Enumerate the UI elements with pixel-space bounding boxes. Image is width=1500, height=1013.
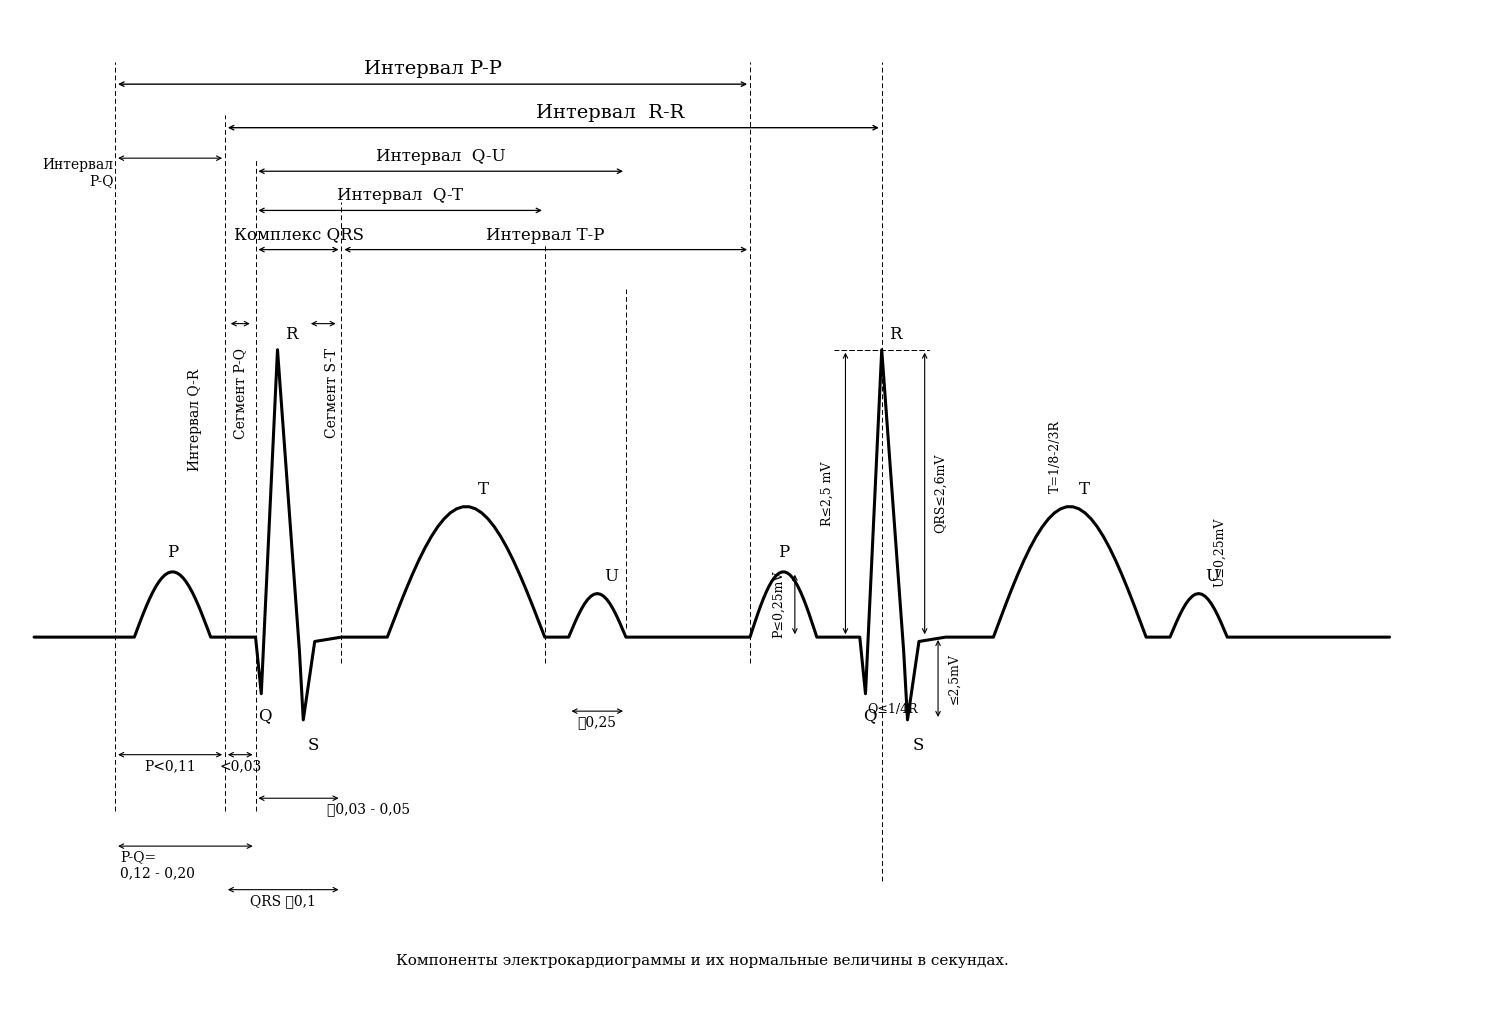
Text: <0,03: <0,03 — [219, 759, 261, 773]
Text: ≦0,03 - 0,05: ≦0,03 - 0,05 — [327, 802, 411, 816]
Text: U: U — [1206, 568, 1219, 585]
Text: Интервал  Q-U: Интервал Q-U — [376, 148, 506, 165]
Text: R≤2,5 mV: R≤2,5 mV — [821, 461, 834, 526]
Text: Интервал  R-R: Интервал R-R — [537, 103, 686, 122]
Text: S: S — [308, 737, 320, 755]
Text: P: P — [778, 544, 789, 561]
Text: P: P — [166, 544, 178, 561]
Text: P≤0,25mV: P≤0,25mV — [772, 570, 786, 638]
Text: ≦0,25: ≦0,25 — [578, 715, 616, 729]
Text: Интервал P-P: Интервал P-P — [363, 60, 501, 78]
Text: T: T — [478, 481, 489, 497]
Text: Компоненты электрокардиограммы и их нормальные величины в секундах.: Компоненты электрокардиограммы и их норм… — [396, 954, 1008, 968]
Text: Комплекс QRS: Комплекс QRS — [234, 227, 363, 243]
Text: ≤2,5mV: ≤2,5mV — [948, 653, 960, 704]
Text: P-Q=
0,12 - 0,20: P-Q= 0,12 - 0,20 — [120, 851, 195, 880]
Text: T: T — [1080, 481, 1090, 497]
Text: QRS≤2,6mV: QRS≤2,6mV — [934, 454, 946, 533]
Text: R: R — [890, 326, 902, 342]
Text: Q≤1/4R: Q≤1/4R — [867, 702, 918, 715]
Text: Сегмент S-T: Сегмент S-T — [326, 348, 339, 439]
Text: R: R — [285, 326, 297, 342]
Text: Сегмент P-Q: Сегмент P-Q — [234, 347, 248, 439]
Text: Интервал  Q-T: Интервал Q-T — [338, 187, 464, 205]
Text: QRS ≦0,1: QRS ≦0,1 — [251, 894, 316, 908]
Text: Интервал Т-Р: Интервал Т-Р — [486, 227, 604, 243]
Text: T=1/8-2/3R: T=1/8-2/3R — [1048, 420, 1062, 493]
Text: Интервал
P-Q: Интервал P-Q — [42, 158, 114, 188]
Text: Интервал Q-R: Интервал Q-R — [188, 369, 202, 471]
Text: U: U — [604, 568, 618, 585]
Text: S: S — [912, 737, 924, 755]
Text: Q: Q — [862, 707, 876, 724]
Text: Q: Q — [258, 707, 272, 724]
Text: U≤0,25mV: U≤0,25mV — [1214, 518, 1225, 587]
Text: P<0,11: P<0,11 — [144, 759, 196, 773]
